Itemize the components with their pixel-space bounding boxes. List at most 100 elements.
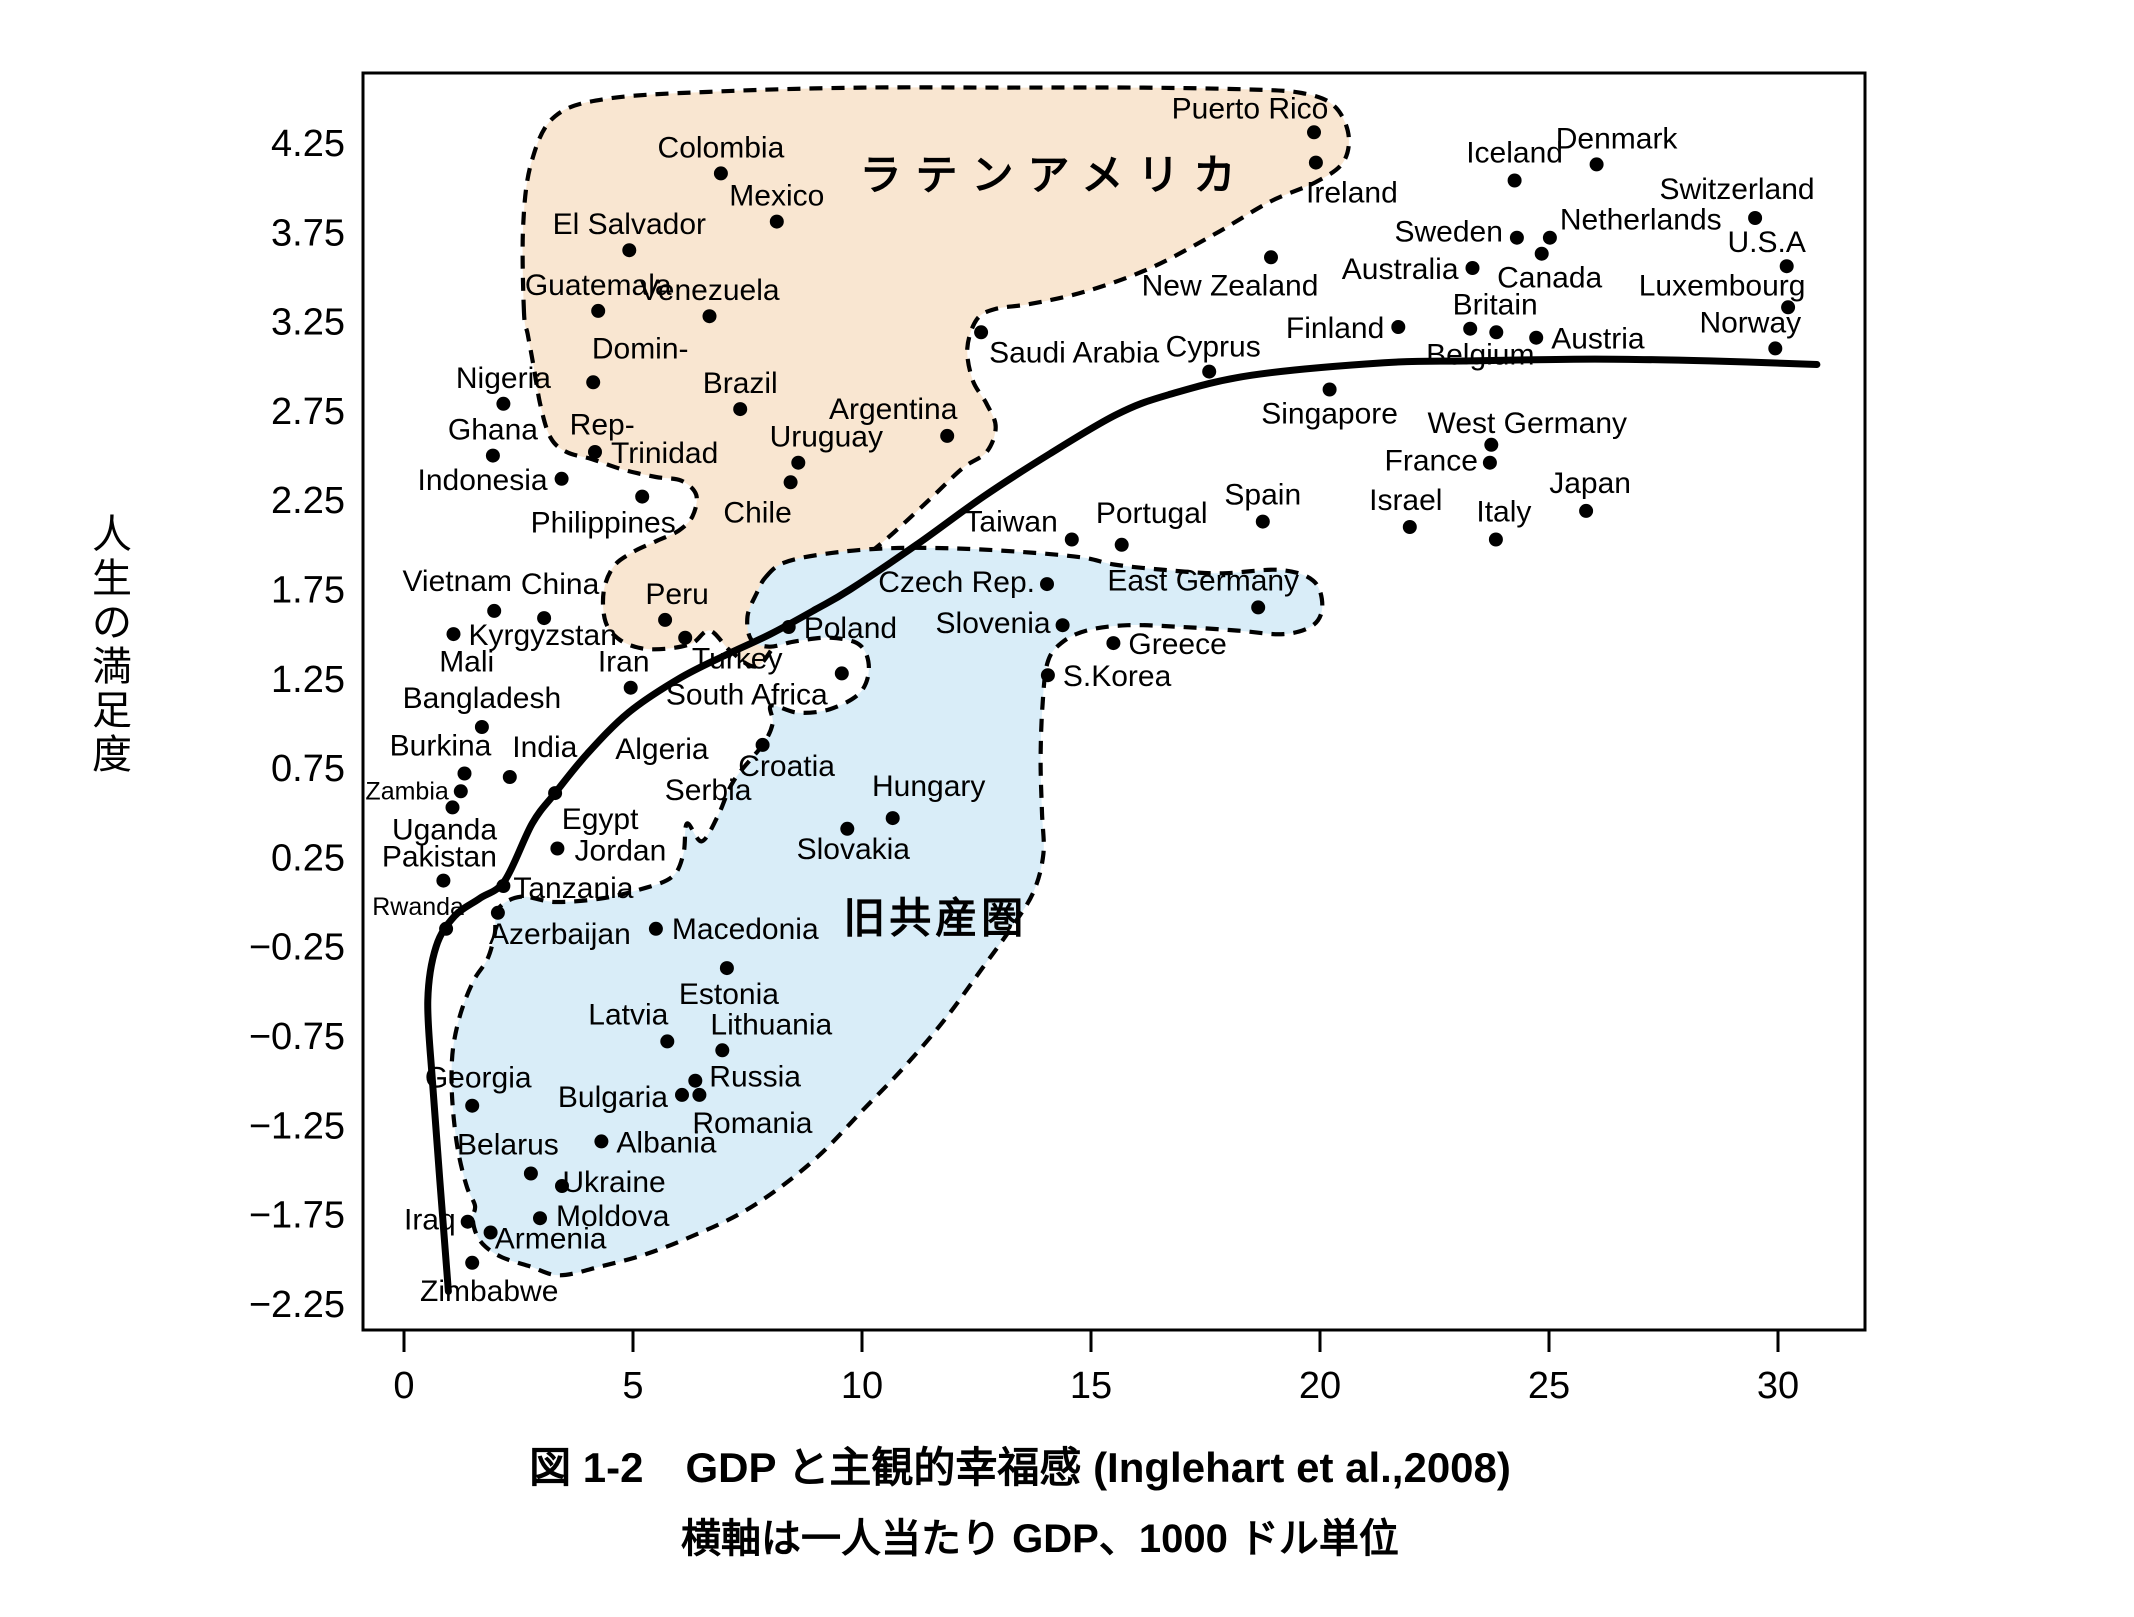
point-belgium — [1489, 325, 1504, 340]
label-russia: Russia — [709, 1061, 801, 1094]
region-ex-communist — [449, 545, 1325, 1278]
y-tick-label-2.25: 2.25 — [271, 480, 345, 522]
data-points — [436, 125, 1796, 1270]
y-axis-title: 人生の満足度 — [92, 513, 132, 777]
label-algeria: Algeria — [615, 733, 709, 766]
point-singapore — [1322, 382, 1337, 397]
point-brazil — [733, 402, 748, 417]
label-iceland: Iceland — [1466, 137, 1563, 170]
point-east-germany — [1251, 600, 1266, 615]
point-moldova — [533, 1211, 547, 1226]
point-macedonia — [648, 921, 663, 936]
label-india: India — [512, 731, 577, 764]
label-slovakia: Slovakia — [797, 833, 911, 866]
country-labels: Colombia Puerto Rico Mexico El Salvador Guat… — [365, 92, 1814, 1308]
y-tick-label-2.75: 2.75 — [271, 391, 345, 433]
point-south-africa — [834, 666, 849, 681]
point-czech-rep — [1040, 577, 1054, 592]
label-romania: Romania — [692, 1107, 812, 1140]
label-sweden: Sweden — [1394, 216, 1502, 249]
x-tick-label-0: 0 — [393, 1365, 414, 1407]
label-canada: Canada — [1497, 262, 1602, 295]
point-peru — [658, 612, 673, 627]
x-tick-label-20: 20 — [1299, 1365, 1341, 1407]
point-britain — [1463, 321, 1478, 336]
point-ireland — [1308, 155, 1323, 170]
x-tick-label-5: 5 — [622, 1365, 643, 1407]
label-domin: Domin- — [592, 332, 689, 365]
label-east-germany: East Germany — [1107, 564, 1299, 597]
point-argentina — [940, 428, 955, 443]
point-albania — [594, 1134, 609, 1149]
label-norway: Norway — [1699, 306, 1801, 339]
label-turkey: Turkey — [692, 643, 783, 676]
point-iraq — [460, 1214, 475, 1229]
label-new-zealand: New Zealand — [1142, 269, 1319, 302]
label-poland: Poland — [804, 612, 897, 645]
point-s-korea — [1040, 668, 1055, 683]
label-chile: Chile — [723, 496, 791, 529]
label-iraq: Iraq — [404, 1204, 456, 1237]
point-estonia — [719, 961, 734, 976]
point-ghana — [485, 448, 500, 463]
point-domin — [586, 375, 601, 390]
label-bulgaria: Bulgaria — [558, 1081, 668, 1114]
y-tick-label-1.75: 1.75 — [271, 570, 345, 612]
point-armenia — [483, 1225, 498, 1240]
y-tick-label-1.25: 1.25 — [271, 659, 345, 701]
label-taiwan: Taiwan — [964, 506, 1057, 539]
label-uruguay: Uruguay — [770, 421, 883, 454]
x-tick-label-10: 10 — [841, 1365, 883, 1407]
label-pakistan: Pakistan — [382, 841, 497, 874]
point-uruguay — [791, 455, 806, 470]
point-venezuela — [702, 309, 717, 324]
label-serbia: Serbia — [665, 774, 752, 807]
point-cyprus — [1202, 364, 1217, 379]
label-indonesia: Indonesia — [417, 464, 547, 497]
point-sweden — [1509, 230, 1524, 245]
point-india — [502, 770, 517, 784]
region-label-latin-america: ラテンアメリカ — [859, 151, 1249, 198]
point-hungary — [885, 811, 900, 826]
point-puerto-rico — [1307, 125, 1321, 140]
point-romania — [692, 1087, 707, 1102]
point-greece — [1106, 636, 1121, 651]
region-label-ex-communist: 旧共産圏 — [843, 894, 1027, 941]
label-kyrgyzstan: Kyrgyzstan — [469, 619, 617, 652]
label-czech-rep: Czech Rep. — [878, 566, 1035, 599]
label-brazil: Brazil — [703, 367, 778, 400]
point-denmark — [1589, 157, 1604, 172]
label-austria: Austria — [1551, 323, 1645, 356]
point-vietnam — [487, 603, 502, 618]
point-latvia — [660, 1034, 675, 1049]
point-chile — [783, 475, 798, 490]
label-zambia: Zambia — [365, 777, 448, 805]
label-lithuania: Lithuania — [710, 1008, 832, 1041]
y-tick-label-0.25: 0.25 — [271, 837, 345, 879]
label-netherlands: Netherlands — [1560, 204, 1722, 237]
label-denmark: Denmark — [1556, 122, 1679, 155]
y-tick-label-3.75: 3.75 — [271, 212, 345, 254]
point-philippines — [635, 489, 650, 504]
point-saudi-arabia — [974, 325, 989, 340]
y-tick-label--2.25: −2.25 — [249, 1284, 345, 1326]
point-kyrgyzstan — [446, 627, 461, 642]
plot-border — [361, 71, 1867, 1332]
point-spain — [1255, 514, 1270, 529]
y-tick-label-3.25: 3.25 — [271, 302, 345, 344]
point-egypt — [548, 786, 563, 801]
label-cyprus: Cyprus — [1166, 331, 1261, 364]
label-georgia: Georgia — [425, 1062, 532, 1095]
point-france — [1482, 455, 1497, 470]
label-philippines: Philippines — [531, 507, 676, 540]
label-peru: Peru — [645, 578, 708, 611]
point-mexico — [769, 214, 784, 229]
point-austria — [1529, 330, 1544, 345]
point-portugal — [1114, 537, 1129, 552]
point-slovakia — [840, 821, 855, 836]
point-croatia — [755, 737, 770, 752]
label-iran: Iran — [598, 646, 650, 679]
